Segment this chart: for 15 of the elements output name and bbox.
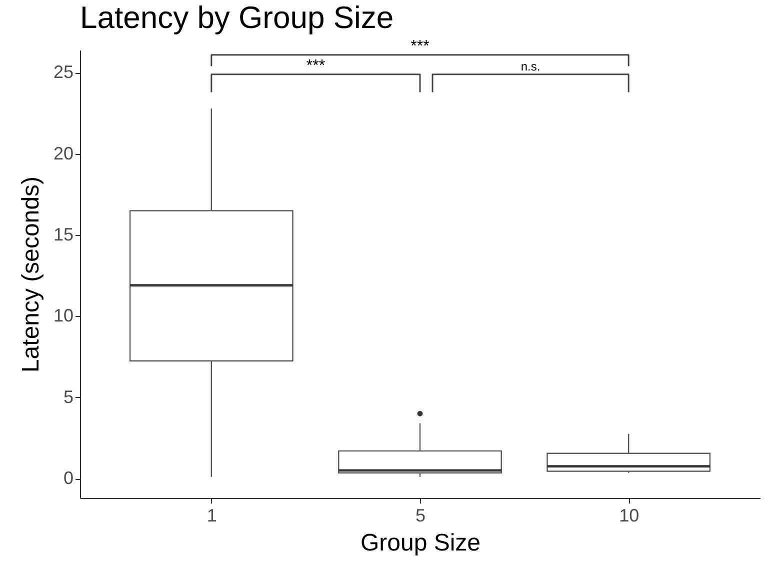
chart-title: Latency by Group Size [80, 0, 394, 35]
x-tick-label: 5 [415, 506, 426, 526]
y-tick-label: 15 [53, 224, 74, 245]
y-tick-label: 10 [53, 306, 74, 326]
annotation: *** [410, 38, 430, 55]
x-axis-title: Group Size [360, 530, 481, 556]
annotation: n.s. [520, 59, 540, 74]
y-tick-label: 5 [63, 386, 74, 407]
y-axis-title: Latency (seconds) [17, 176, 44, 373]
y-tick-label: 0 [63, 468, 74, 488]
x-tick-label: 1 [206, 506, 217, 526]
annotation: *** [306, 57, 326, 74]
y-tick-label: 20 [53, 143, 74, 164]
x-tick-label: 10 [619, 506, 640, 526]
y-tick-label: 25 [53, 62, 74, 82]
